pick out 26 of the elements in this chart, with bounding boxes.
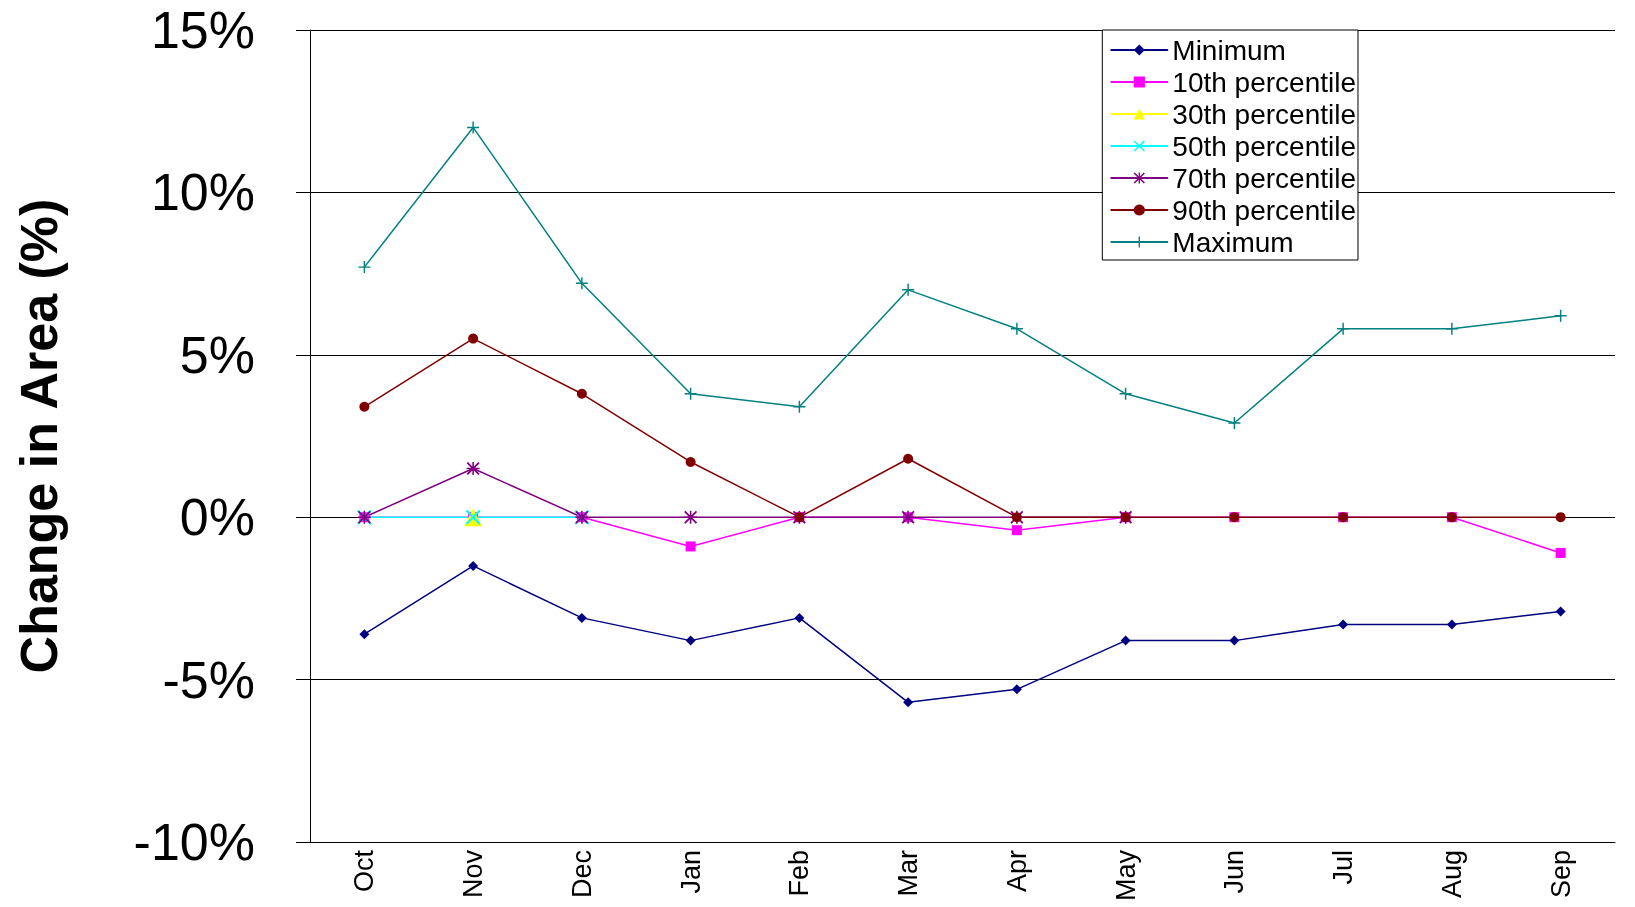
x-tick-label: Nov — [458, 849, 489, 899]
legend-label: 30th percentile — [1172, 98, 1357, 130]
x-tick-label: May — [1110, 849, 1141, 902]
legend-label: 50th percentile — [1172, 130, 1357, 162]
x-tick-label: Feb — [784, 850, 815, 897]
x-tick-label: Apr — [1001, 850, 1032, 893]
x-tick-label: Oct — [349, 849, 380, 893]
x-tick-label: Mar — [893, 849, 924, 897]
y-tick-label: 0% — [179, 488, 255, 547]
legend-label: 90th percentile — [1172, 194, 1357, 226]
x-tick-label: Jun — [1219, 850, 1250, 894]
legend-label: Minimum — [1172, 34, 1286, 66]
x-tick-label: Dec — [566, 850, 597, 899]
y-tick-label: -5% — [162, 650, 255, 709]
y-tick-label: 5% — [179, 325, 255, 384]
legend-label: 70th percentile — [1172, 162, 1357, 194]
y-tick-label: -10% — [133, 813, 255, 871]
legend-label: Maximum — [1172, 226, 1294, 258]
y-axis-title: Change in Area (%) — [10, 198, 68, 674]
y-tick-label: 15% — [150, 1, 255, 59]
x-tick-label: Jul — [1328, 850, 1359, 885]
x-tick-label: Aug — [1436, 850, 1467, 899]
legend-label: 10th percentile — [1172, 66, 1357, 98]
x-tick-label: Sep — [1545, 850, 1576, 899]
y-tick-label: 10% — [150, 163, 255, 222]
x-tick-label: Jan — [675, 850, 706, 894]
